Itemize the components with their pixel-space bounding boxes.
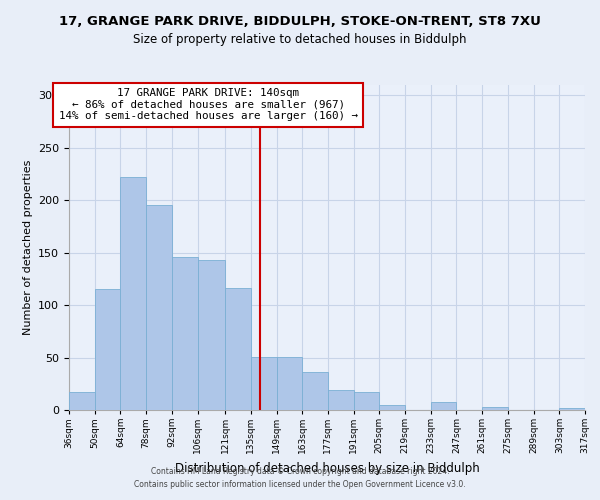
Bar (431, 402, 457, 410)
Text: Size of property relative to detached houses in Biddulph: Size of property relative to detached ho… (133, 32, 467, 46)
Bar (172, 257, 197, 410)
Bar (379, 405, 405, 410)
X-axis label: Distribution of detached houses by size in Biddulph: Distribution of detached houses by size … (175, 462, 479, 474)
Text: Contains public sector information licensed under the Open Government Licence v3: Contains public sector information licen… (134, 480, 466, 489)
Bar (353, 392, 379, 410)
Bar (328, 390, 353, 410)
Bar (225, 288, 251, 410)
Y-axis label: Number of detached properties: Number of detached properties (23, 160, 32, 335)
Bar (121, 178, 146, 410)
Bar (95, 290, 121, 410)
Bar (197, 260, 225, 410)
Bar (277, 356, 302, 410)
Text: 17 GRANGE PARK DRIVE: 140sqm
← 86% of detached houses are smaller (967)
14% of s: 17 GRANGE PARK DRIVE: 140sqm ← 86% of de… (59, 88, 358, 122)
Bar (251, 356, 277, 410)
Bar (302, 372, 328, 410)
Bar (69, 392, 95, 410)
Bar (482, 407, 508, 410)
Bar (559, 408, 585, 410)
Text: 17, GRANGE PARK DRIVE, BIDDULPH, STOKE-ON-TRENT, ST8 7XU: 17, GRANGE PARK DRIVE, BIDDULPH, STOKE-O… (59, 15, 541, 28)
Bar (146, 204, 172, 410)
Text: Contains HM Land Registry data © Crown copyright and database right 2024.: Contains HM Land Registry data © Crown c… (151, 467, 449, 476)
